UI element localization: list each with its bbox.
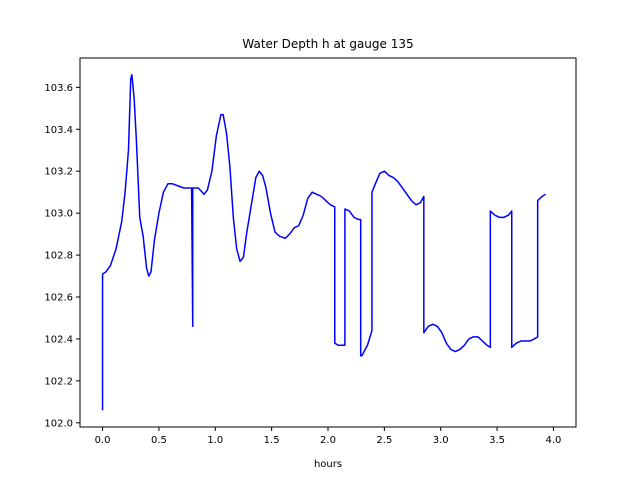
y-tick-label: 102.2 [44,376,73,387]
x-axis-label: hours [314,459,342,470]
x-tick-label: 4.0 [546,435,562,446]
y-tick-label: 102.0 [44,418,73,429]
y-tick-label: 103.4 [44,125,73,136]
y-tick-label: 102.8 [44,251,73,262]
y-tick-label: 102.4 [44,334,73,345]
series-line-0 [101,74,546,411]
y-tick-label: 102.6 [44,293,73,304]
chart-title: Water Depth h at gauge 135 [242,37,413,51]
x-tick-label: 0.0 [95,435,111,446]
y-tick-label: 103.2 [44,167,73,178]
y-tick-label: 103.0 [44,209,73,220]
x-tick-label: 0.5 [151,435,167,446]
y-tick-label: 103.6 [44,83,73,94]
x-tick-label: 3.0 [433,435,449,446]
series-layer [101,74,546,411]
x-tick-label: 2.0 [320,435,336,446]
x-tick-label: 2.5 [376,435,392,446]
x-tick-label: 1.0 [207,435,223,446]
x-tick-label: 1.5 [264,435,280,446]
x-axis: 0.0 0.5 1.0 1.5 2.0 2.5 3.0 3.5 4.0 [95,427,562,446]
x-tick-label: 3.5 [489,435,505,446]
y-axis: 102.0 102.2 102.4 102.6 102.8 103.0 103.2 103.4… [44,83,80,429]
